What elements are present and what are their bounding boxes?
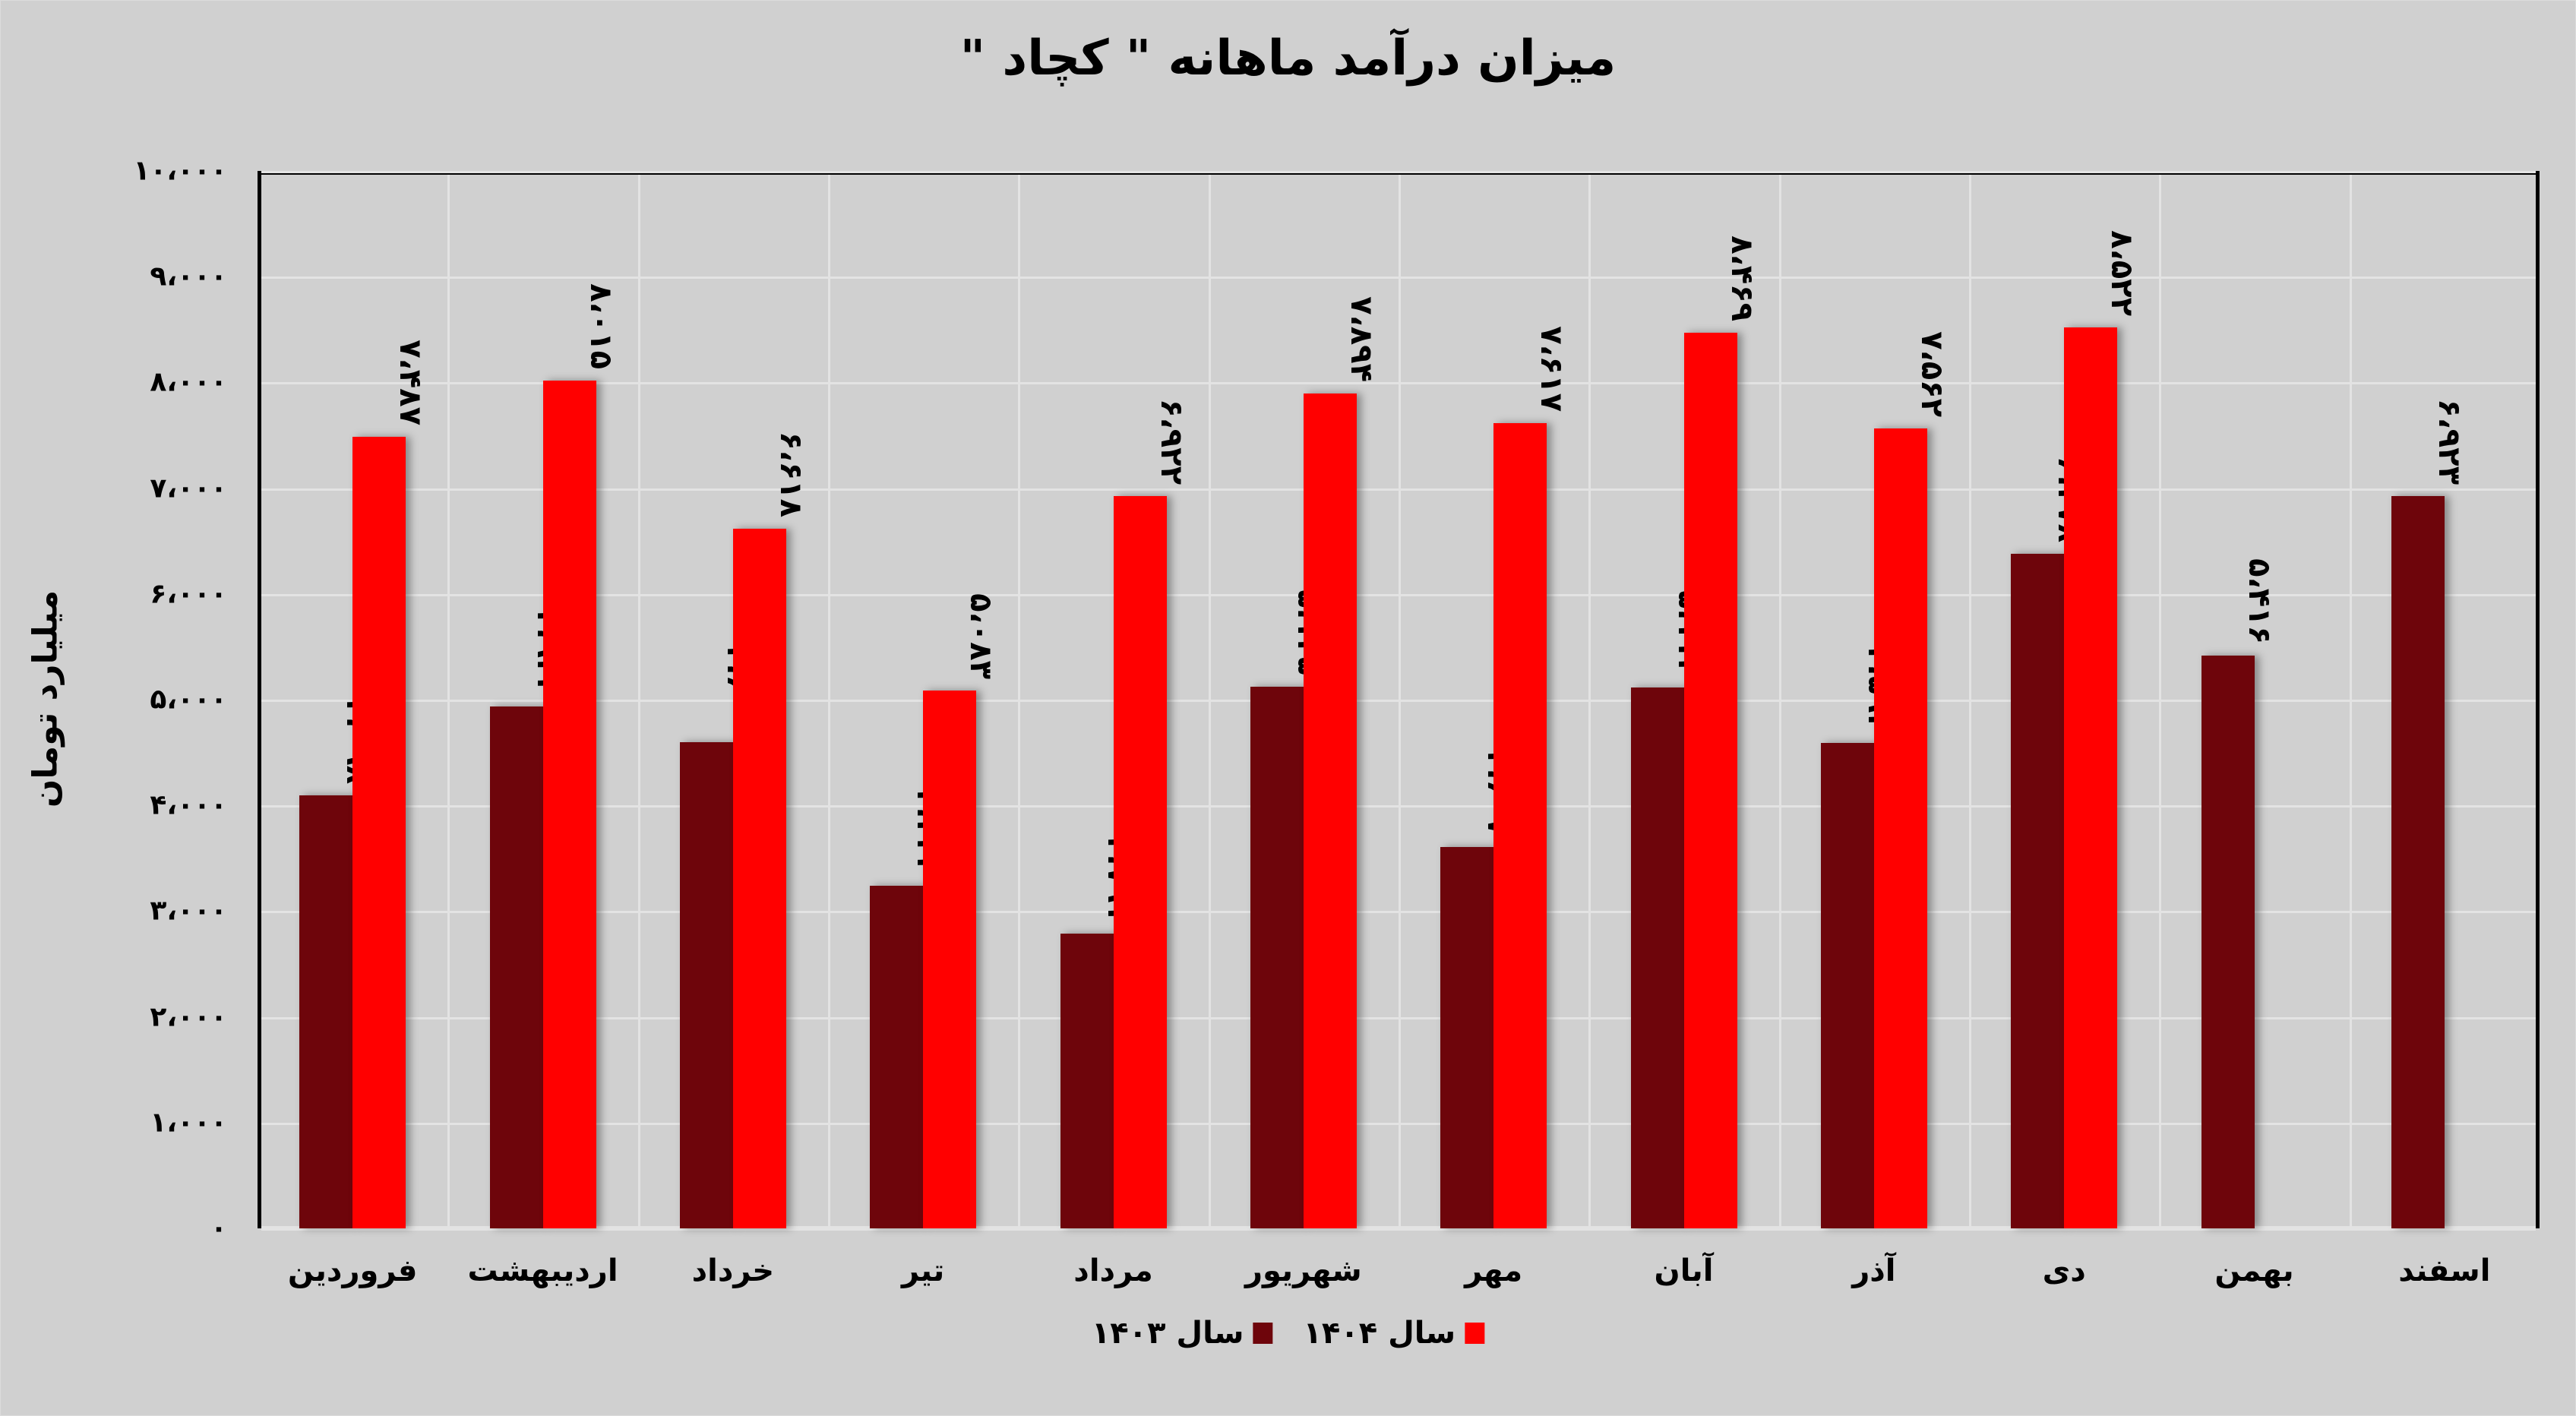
data-label: ۷،۶۱۷ <box>1534 325 1569 412</box>
x-tick-label: آذر <box>1852 1253 1896 1288</box>
x-tick-label: مرداد <box>1073 1253 1153 1288</box>
data-label: ۶،۹۲۳ <box>2431 399 2467 485</box>
bar <box>1060 933 1114 1228</box>
bar <box>732 528 786 1228</box>
data-label: ۵،۴۱۶ <box>2241 558 2277 645</box>
x-tick-label: مهر <box>1465 1253 1523 1288</box>
bar <box>352 436 406 1228</box>
x-tick-label: آبان <box>1654 1253 1714 1288</box>
gridline <box>1399 175 1401 1228</box>
gridline <box>1018 175 1021 1228</box>
y-tick-label: ۳،۰۰۰ <box>150 895 227 927</box>
gridline <box>828 175 830 1228</box>
gridline <box>447 175 450 1228</box>
gridline <box>1208 175 1211 1228</box>
y-tick-label: ۲،۰۰۰ <box>150 1001 227 1033</box>
x-tick-label: فروردین <box>287 1253 418 1288</box>
x-tick-label: دی <box>2042 1253 2086 1288</box>
x-tick-label: اسفند <box>2398 1253 2491 1288</box>
bar <box>870 885 924 1228</box>
bar <box>542 381 596 1228</box>
bar <box>1303 394 1357 1228</box>
data-label: ۷،۴۸۷ <box>393 339 428 425</box>
bar <box>2064 327 2118 1228</box>
data-label: ۸،۵۲۲ <box>2104 229 2140 316</box>
gridline <box>637 175 640 1228</box>
bar <box>2391 496 2445 1228</box>
data-label: ۷،۵۶۲ <box>1914 331 1949 418</box>
y-tick-label: ۶،۰۰۰ <box>150 578 227 610</box>
bar <box>489 706 543 1228</box>
x-tick-label: خرداد <box>691 1253 775 1288</box>
y-tick-label: ۱،۰۰۰ <box>150 1107 227 1139</box>
gridline <box>1969 175 1971 1228</box>
chart-title: میزان درآمد ماهانه " کچاد " <box>959 30 1617 87</box>
bar <box>1820 742 1874 1228</box>
gridline <box>2159 175 2162 1228</box>
bar <box>1113 496 1167 1228</box>
bar <box>1250 686 1304 1228</box>
gridline <box>1588 175 1591 1228</box>
y-tick-label: ۰ <box>210 1212 227 1244</box>
y-tick-label: ۹،۰۰۰ <box>150 261 227 292</box>
data-label: ۷،۸۹۴ <box>1343 296 1379 383</box>
bar <box>1630 687 1684 1228</box>
legend-swatch-icon <box>1465 1323 1485 1344</box>
gridline <box>261 171 2536 173</box>
bar <box>1873 428 1927 1228</box>
data-label: ۵،۰۸۳ <box>963 593 999 680</box>
y-tick-label: ۴،۰۰۰ <box>150 789 227 821</box>
gridline <box>1778 175 1781 1228</box>
x-tick-label: شهریور <box>1244 1253 1362 1288</box>
x-axis-line <box>261 1226 2536 1231</box>
bar <box>299 795 353 1228</box>
bar <box>1683 333 1737 1228</box>
bar <box>923 691 977 1228</box>
bar <box>1440 846 1494 1228</box>
legend: سال ۱۴۰۴ سال ۱۴۰۳ <box>1092 1316 1485 1351</box>
data-label: ۶،۶۱۸ <box>773 431 808 517</box>
legend-label: سال ۱۴۰۳ <box>1091 1316 1244 1351</box>
legend-label: سال ۱۴۰۴ <box>1303 1316 1456 1351</box>
y-tick-label: ۱۰،۰۰۰ <box>133 155 227 187</box>
data-label: ۶،۹۲۲ <box>1153 399 1189 485</box>
gridline <box>2349 175 2352 1228</box>
y-tick-label: ۵،۰۰۰ <box>150 684 227 716</box>
bar <box>1493 422 1547 1228</box>
plot-area: ۴،۰۹۸۷،۴۸۷۴،۹۳۴۸،۰۱۵۴،۶۰۰۶،۶۱۸۳،۲۴۳۵،۰۸۳… <box>258 171 2540 1231</box>
y-tick-label: ۸،۰۰۰ <box>150 366 227 398</box>
y-tick-label: ۷،۰۰۰ <box>150 473 227 504</box>
x-tick-label: بهمن <box>2214 1253 2294 1288</box>
bar <box>679 741 733 1228</box>
x-tick-label: اردیبهشت <box>467 1253 618 1288</box>
bar <box>2201 656 2255 1228</box>
bar <box>2011 554 2065 1228</box>
x-tick-label: تیر <box>902 1253 945 1288</box>
data-label: ۸،۴۶۹ <box>1724 235 1759 322</box>
legend-item: سال ۱۴۰۳ <box>1092 1316 1273 1351</box>
legend-item: سال ۱۴۰۴ <box>1304 1316 1485 1351</box>
legend-swatch-icon <box>1253 1323 1273 1344</box>
data-label: ۸،۰۱۵ <box>583 283 618 370</box>
